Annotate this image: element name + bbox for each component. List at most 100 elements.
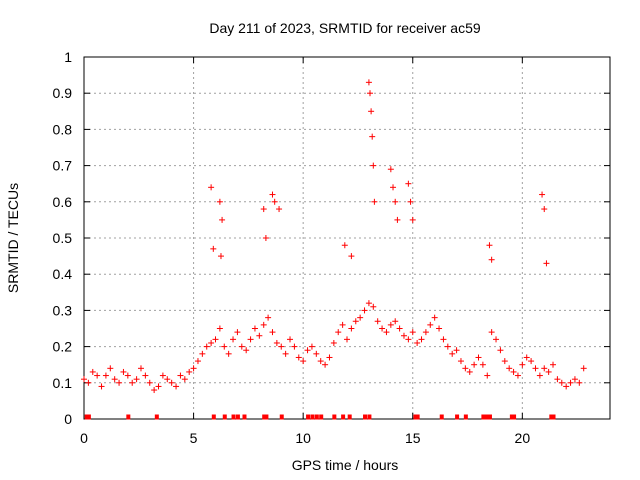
- data-point: [168, 379, 175, 386]
- x-axis: 0 5 10 15 20: [80, 57, 530, 446]
- data-point: [368, 108, 375, 115]
- data-point: [278, 343, 285, 350]
- data-point: [348, 253, 355, 260]
- data-point: [260, 206, 267, 213]
- data-point: [282, 350, 289, 357]
- data-point: [186, 368, 193, 375]
- data-point: [365, 79, 372, 86]
- data-point: [545, 368, 552, 375]
- data-point: [344, 336, 350, 343]
- data-point: [129, 379, 136, 386]
- data-point: [523, 354, 530, 361]
- plot-frame: [83, 56, 611, 420]
- data-point: [142, 372, 149, 379]
- data-point: [269, 329, 276, 336]
- data-point: [133, 376, 140, 383]
- data-point: [519, 361, 526, 368]
- data-point: [300, 358, 307, 365]
- rug-mark: [154, 414, 159, 420]
- x-axis-label: GPS time / hours: [292, 457, 399, 473]
- data-point: [313, 350, 320, 357]
- rug-mark: [279, 414, 284, 420]
- data-point: [256, 332, 263, 339]
- data-point: [571, 376, 578, 383]
- data-point: [449, 350, 456, 357]
- data-point: [539, 191, 546, 198]
- data-point: [392, 318, 399, 325]
- data-point: [390, 184, 397, 191]
- data-point: [488, 329, 495, 336]
- data-point: [190, 365, 197, 372]
- data-point: [212, 336, 219, 343]
- rug-mark: [314, 414, 319, 420]
- rug-mark: [439, 414, 444, 420]
- data-point: [563, 383, 570, 390]
- data-point: [107, 365, 114, 372]
- y-tick-label: 0.2: [53, 339, 73, 355]
- data-point: [501, 358, 508, 365]
- x-tick-label: 0: [80, 430, 88, 446]
- data-point: [409, 216, 416, 223]
- data-point: [94, 372, 101, 379]
- data-point: [89, 368, 96, 375]
- data-point: [335, 329, 342, 336]
- data-point: [219, 216, 226, 223]
- data-point: [291, 343, 298, 350]
- data-point: [295, 354, 302, 361]
- data-point: [216, 198, 223, 205]
- rug-mark: [319, 414, 324, 420]
- data-point: [357, 314, 364, 321]
- data-point: [427, 321, 434, 328]
- data-point: [541, 365, 548, 372]
- rug-mark: [306, 414, 311, 420]
- data-point: [422, 329, 429, 336]
- y-tick-label: 0.6: [53, 194, 73, 210]
- rug-marks: [84, 414, 556, 420]
- rug-mark: [86, 414, 91, 420]
- data-point: [155, 383, 162, 390]
- data-point: [137, 365, 144, 372]
- data-point: [216, 325, 223, 332]
- rug-mark: [242, 414, 247, 420]
- data-point: [405, 180, 412, 187]
- data-point: [339, 321, 346, 328]
- data-point: [341, 242, 348, 249]
- x-tick-label: 10: [295, 430, 311, 446]
- data-point: [484, 372, 491, 379]
- data-point: [400, 332, 407, 339]
- data-point: [374, 318, 381, 325]
- data-point: [361, 307, 368, 314]
- data-point: [497, 347, 504, 354]
- data-point: [208, 184, 215, 191]
- data-point: [444, 343, 451, 350]
- rug-mark: [455, 414, 460, 420]
- data-point: [85, 379, 92, 386]
- y-tick-label: 0.5: [53, 230, 73, 246]
- x-tick-label: 20: [515, 430, 531, 446]
- data-point: [199, 350, 206, 357]
- data-point: [471, 361, 478, 368]
- data-point: [532, 365, 539, 372]
- data-point: [387, 166, 394, 173]
- data-point: [262, 235, 269, 241]
- data-point: [330, 339, 337, 346]
- data-point: [308, 343, 315, 350]
- data-point: [510, 368, 517, 375]
- data-point: [124, 372, 131, 379]
- data-point: [164, 376, 171, 383]
- data-point: [181, 376, 188, 383]
- y-tick-label: 0.7: [53, 158, 73, 174]
- data-point: [493, 336, 500, 343]
- data-point: [369, 133, 376, 140]
- data-point: [554, 376, 561, 383]
- data-point: [536, 372, 543, 379]
- data-point: [479, 361, 486, 368]
- data-point: [326, 354, 333, 361]
- y-tick-label: 0.9: [53, 85, 73, 101]
- data-point: [234, 329, 241, 336]
- data-point: [151, 387, 158, 394]
- data-point: [273, 339, 280, 346]
- data-point: [120, 368, 127, 375]
- data-point: [317, 358, 324, 365]
